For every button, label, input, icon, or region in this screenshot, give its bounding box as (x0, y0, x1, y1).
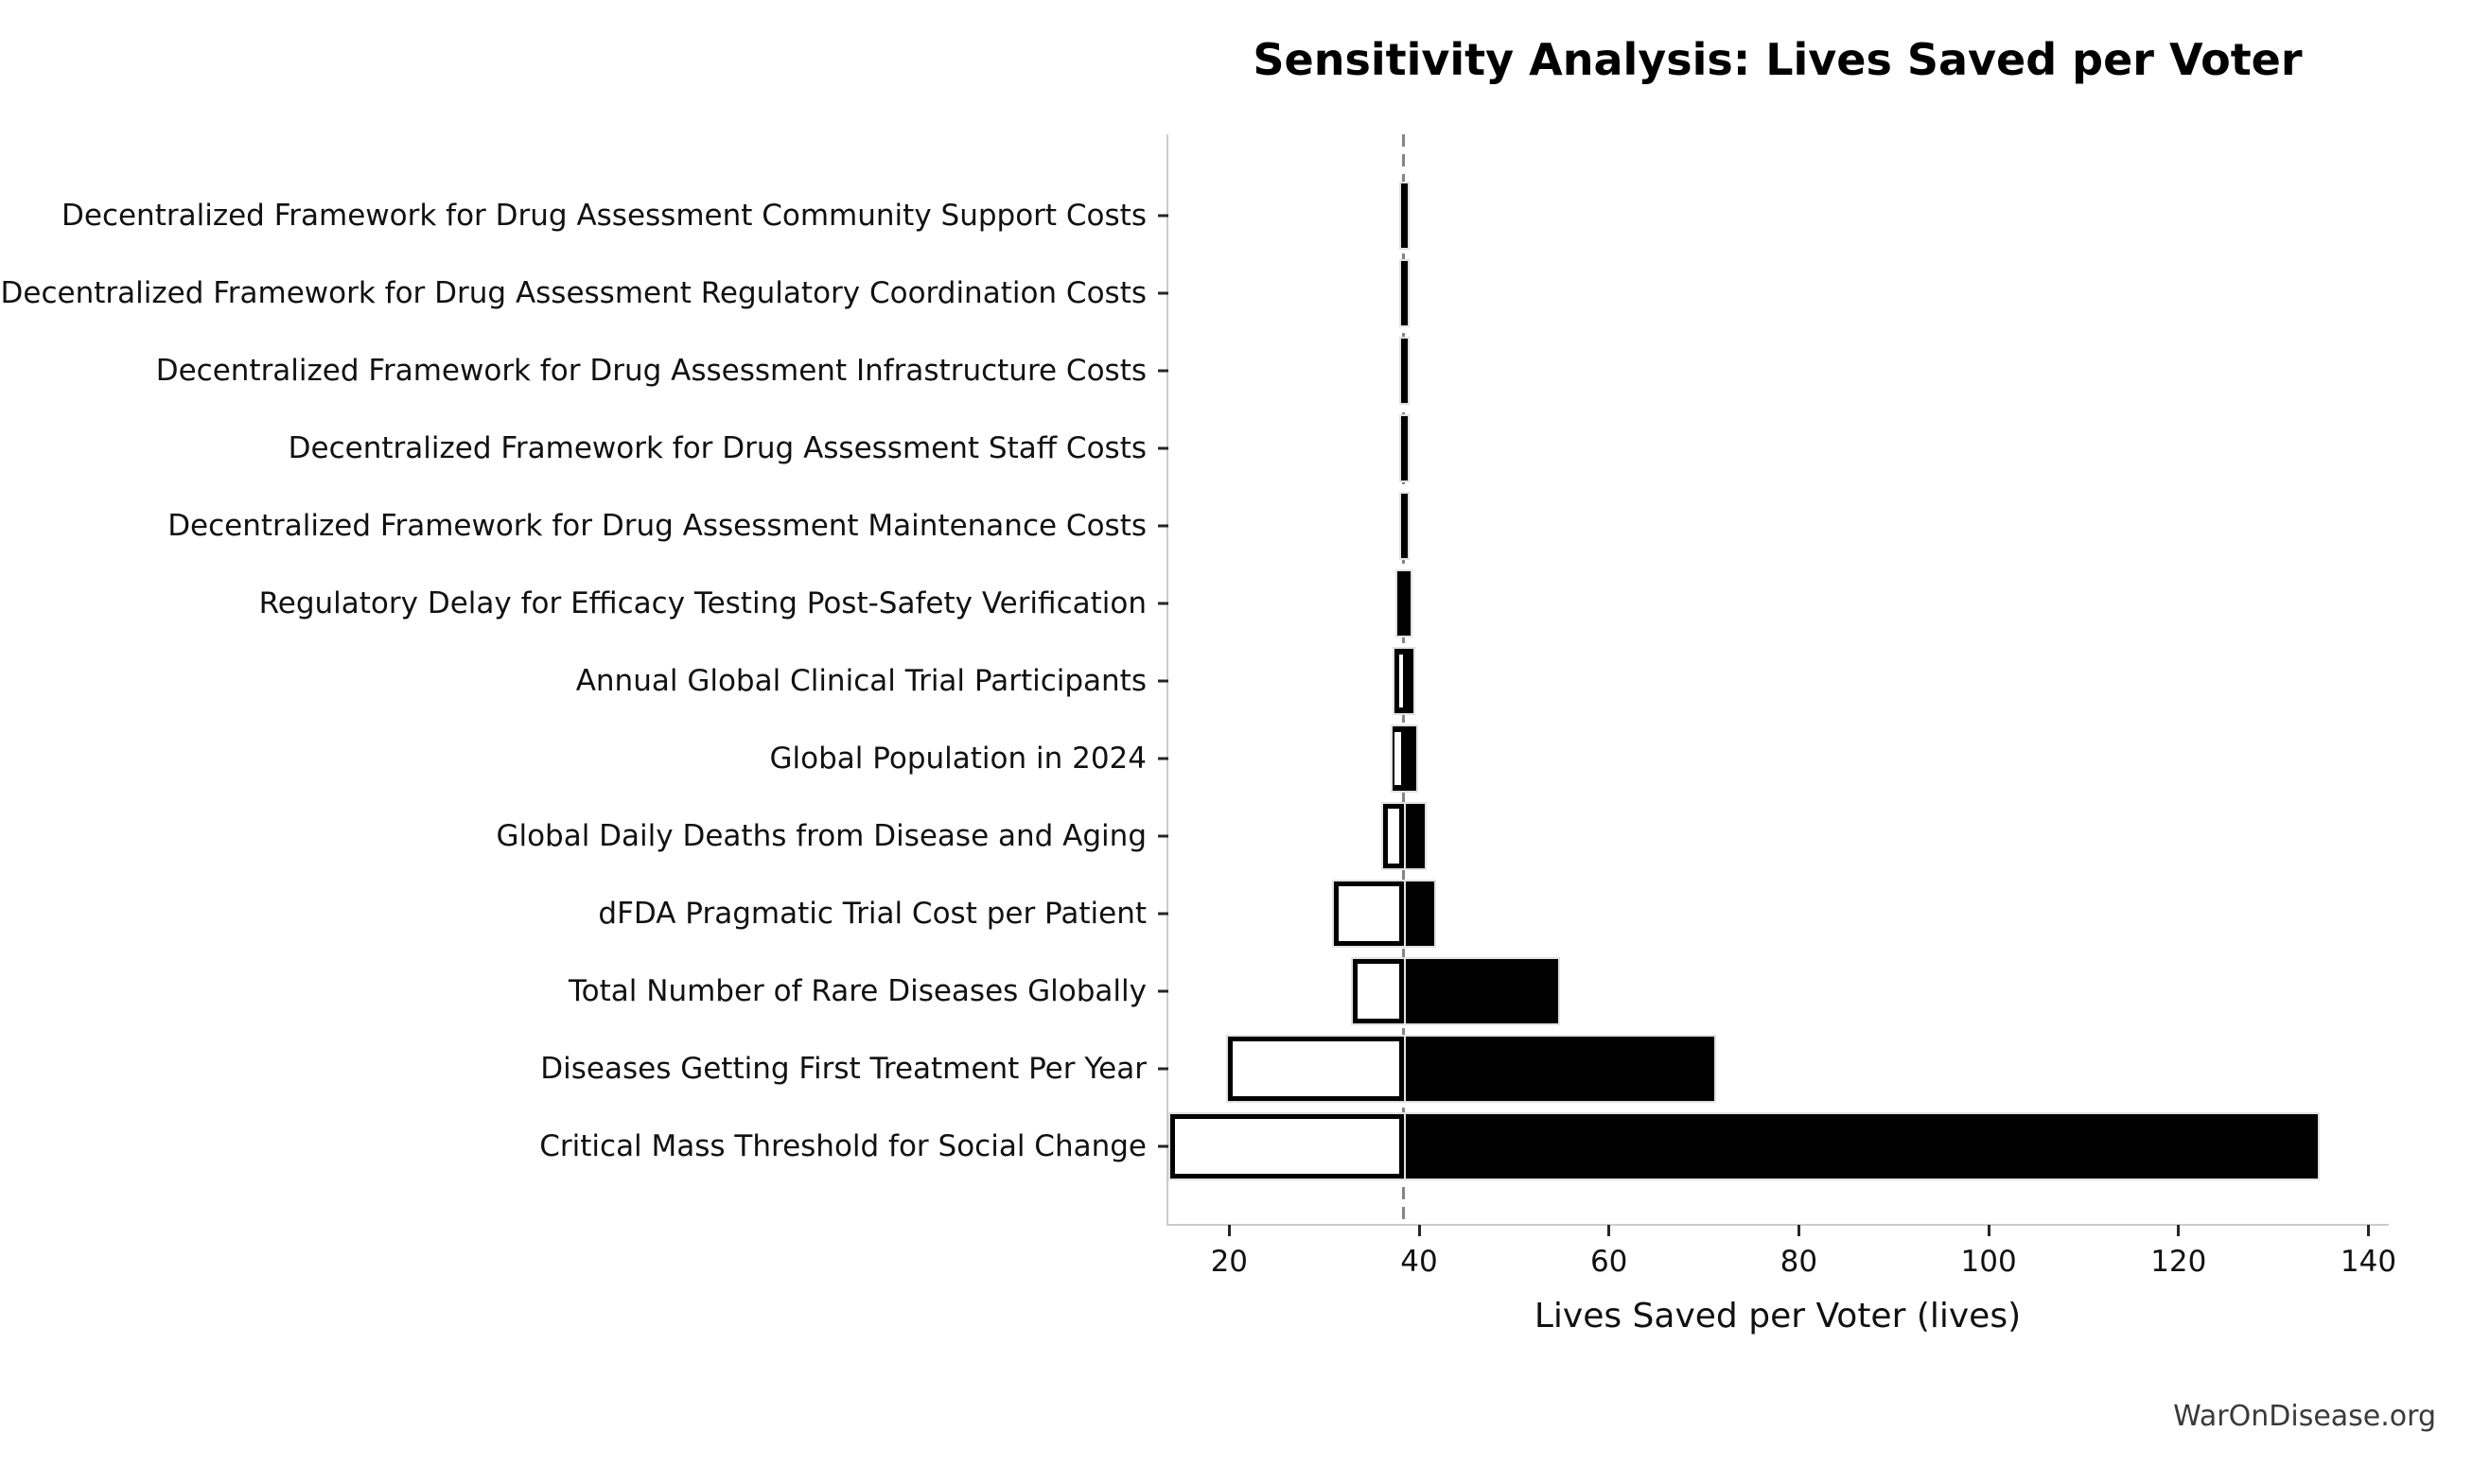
bar-low-scenario (1168, 1111, 1406, 1180)
chart-title: Sensitivity Analysis: Lives Saved per Vo… (1253, 34, 2303, 85)
x-axis-tick-label: 100 (1960, 1245, 2017, 1279)
x-axis-spine (1166, 1224, 2389, 1226)
bar-high-scenario (1401, 1034, 1717, 1103)
x-axis-tick (2367, 1225, 2370, 1236)
bar-low-scenario-sliver (1398, 654, 1403, 707)
row-label: dFDA Pragmatic Trial Cost per Patient (598, 896, 1147, 931)
x-axis-tick (1417, 1225, 1421, 1236)
y-axis-tick (1158, 679, 1168, 682)
bar-high-scenario (1398, 491, 1410, 560)
bar-high-scenario (1401, 879, 1437, 948)
y-axis-tick (1158, 291, 1168, 294)
bar-high-scenario (1398, 413, 1410, 482)
y-axis-tick (1158, 214, 1168, 217)
row-label: Global Population in 2024 (769, 741, 1147, 776)
y-axis-tick (1158, 834, 1168, 837)
y-axis-tick (1158, 446, 1168, 449)
row-label: Critical Mass Threshold for Social Chang… (539, 1128, 1147, 1163)
y-axis-tick (1158, 524, 1168, 527)
x-axis-tick (2177, 1225, 2181, 1236)
bar-low-scenario (1331, 879, 1406, 948)
x-axis-tick-label: 60 (1589, 1245, 1628, 1279)
row-label: Regulatory Delay for Efficacy Testing Po… (258, 585, 1147, 620)
bar-low-scenario (1350, 956, 1406, 1025)
row-label: Global Daily Deaths from Disease and Agi… (496, 818, 1147, 853)
row-label: Decentralized Framework for Drug Assessm… (61, 198, 1147, 233)
bar-high-scenario (1398, 181, 1410, 250)
x-axis-tick (1797, 1225, 1800, 1236)
x-axis-tick (1607, 1225, 1611, 1236)
row-label: Diseases Getting First Treatment Per Yea… (540, 1051, 1147, 1086)
row-label: Decentralized Framework for Drug Assessm… (288, 430, 1147, 465)
bar-low-scenario-sliver (1394, 731, 1401, 785)
watermark-text: WarOnDisease.org (2173, 1400, 2436, 1433)
x-axis-tick (1987, 1225, 1990, 1236)
y-axis-tick (1158, 757, 1168, 759)
x-axis-tick-label: 120 (2150, 1245, 2207, 1279)
x-axis-tick-label: 140 (2340, 1245, 2397, 1279)
bar-high-scenario (1398, 336, 1410, 405)
bar-high-scenario (1392, 646, 1415, 715)
y-axis-tick (1158, 369, 1168, 372)
y-axis-tick (1158, 989, 1168, 992)
y-axis-tick (1158, 602, 1168, 604)
row-label: Total Number of Rare Diseases Globally (569, 973, 1147, 1008)
row-label: Decentralized Framework for Drug Assessm… (155, 353, 1147, 388)
bar-high-scenario (1398, 258, 1410, 327)
x-axis-tick-label: 40 (1400, 1245, 1438, 1279)
x-axis-tick (1227, 1225, 1231, 1236)
bar-high-scenario (1401, 801, 1428, 870)
row-label: Decentralized Framework for Drug Assessm… (0, 275, 1147, 310)
bar-high-scenario (1401, 1111, 2321, 1180)
y-axis-tick (1158, 1067, 1168, 1070)
bar-high-scenario (1394, 568, 1412, 637)
row-label: Decentralized Framework for Drug Assessm… (167, 508, 1147, 543)
y-axis-tick (1158, 912, 1168, 915)
bar-high-scenario (1401, 956, 1560, 1025)
bar-low-scenario (1380, 801, 1406, 870)
x-axis-tick-label: 20 (1210, 1245, 1249, 1279)
x-axis-label: Lives Saved per Voter (lives) (1534, 1297, 2022, 1336)
x-axis-tick-label: 80 (1780, 1245, 1818, 1279)
y-axis-tick (1158, 1144, 1168, 1147)
row-label: Annual Global Clinical Trial Participant… (575, 663, 1147, 698)
bar-low-scenario (1226, 1034, 1406, 1103)
